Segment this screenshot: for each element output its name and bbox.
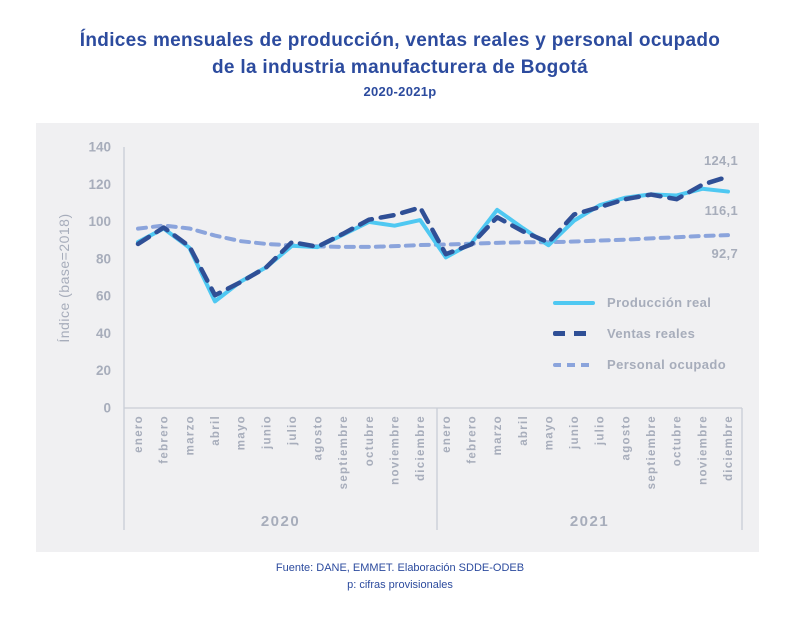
- provisional-note: p: cifras provisionales: [347, 579, 453, 592]
- month-label: septiembre: [646, 415, 658, 489]
- month-label: octubre: [364, 415, 376, 466]
- footer: Fuente: DANE, EMMET. Elaboración SDDE-OD…: [0, 560, 800, 594]
- chart-header: Índices mensuales de producción, ventas …: [0, 28, 800, 99]
- month-label: agosto: [313, 415, 325, 461]
- month-label: julio: [287, 415, 299, 446]
- chart-panel: 140 120 100 80 60 40 20 0 enero febrero marzo abri…: [36, 123, 759, 552]
- legend-item-ventas: Ventas reales: [553, 322, 726, 345]
- legend-label: Personal ocupado: [607, 357, 727, 372]
- title-period: 2020-2021p: [363, 84, 437, 100]
- line-chart: 140 120 100 80 60 40 20 0 enero febrero marzo abri…: [56, 140, 743, 530]
- month-label: noviembre: [697, 415, 709, 485]
- month-labels: enero febrero marzo abril mayo junio julio agos…: [133, 415, 735, 489]
- page-title: Índices mensuales de producción, ventas …: [0, 28, 800, 81]
- month-label: junio: [261, 415, 273, 450]
- month-label: septiembre: [338, 415, 350, 489]
- personal-line-swatch: [553, 362, 595, 367]
- y-axis-title: Índice (base=2018): [56, 213, 72, 342]
- month-label: agosto: [620, 415, 632, 461]
- y-tick-label: 40: [96, 326, 111, 341]
- y-tick-label: 60: [96, 289, 111, 304]
- year-labels: 2020 2021: [261, 513, 609, 530]
- month-label: enero: [441, 415, 453, 453]
- month-label: marzo: [184, 415, 196, 455]
- series-line-1: [135, 174, 731, 298]
- legend-item-personal: Personal ocupado: [553, 353, 726, 376]
- year-label: 2020: [261, 513, 300, 530]
- legend-label: Producción real: [607, 295, 712, 310]
- legend-item-produccion: Producción real: [553, 291, 726, 314]
- y-tick-label: 0: [103, 401, 111, 416]
- month-label: abril: [518, 415, 530, 446]
- source-note: Fuente: DANE, EMMET. Elaboración SDDE-OD…: [275, 562, 525, 574]
- end-label-produccion: 116,1: [704, 203, 738, 218]
- month-label: enero: [133, 415, 145, 453]
- y-tick-label: 20: [96, 363, 111, 378]
- ventas-line-swatch: [553, 331, 595, 336]
- series-lines: [135, 174, 731, 304]
- end-label-personal: 92,7: [711, 246, 738, 261]
- y-tick-label: 120: [88, 177, 111, 192]
- month-label: julio: [595, 415, 607, 446]
- legend: Producción real Ventas reales Personal o…: [553, 291, 726, 384]
- series-line-0: [136, 186, 730, 304]
- title-line-1: Índices mensuales de producción, ventas …: [79, 30, 721, 51]
- month-label: mayo: [236, 415, 248, 450]
- year-label: 2021: [570, 513, 609, 530]
- month-label: abril: [210, 415, 222, 446]
- legend-label: Ventas reales: [607, 326, 696, 341]
- series-line-2: [136, 223, 730, 249]
- month-label: junio: [569, 415, 581, 450]
- y-tick-label: 100: [88, 214, 111, 229]
- axes: [123, 147, 743, 530]
- month-label: noviembre: [390, 415, 402, 485]
- month-label: febrero: [466, 415, 478, 464]
- title-line-2: de la industria manufacturera de Bogotá: [212, 56, 588, 78]
- y-tick-labels: 140 120 100 80 60 40 20 0: [88, 140, 111, 416]
- y-tick-label: 140: [88, 140, 111, 155]
- end-label-ventas: 124,1: [703, 153, 738, 168]
- month-label: diciembre: [415, 415, 427, 481]
- month-label: octubre: [672, 415, 684, 466]
- month-label: febrero: [159, 415, 171, 464]
- month-label: mayo: [543, 415, 555, 450]
- month-label: marzo: [492, 415, 504, 455]
- produccion-line-swatch: [553, 300, 595, 305]
- y-tick-label: 80: [96, 251, 111, 266]
- month-label: diciembre: [723, 415, 735, 481]
